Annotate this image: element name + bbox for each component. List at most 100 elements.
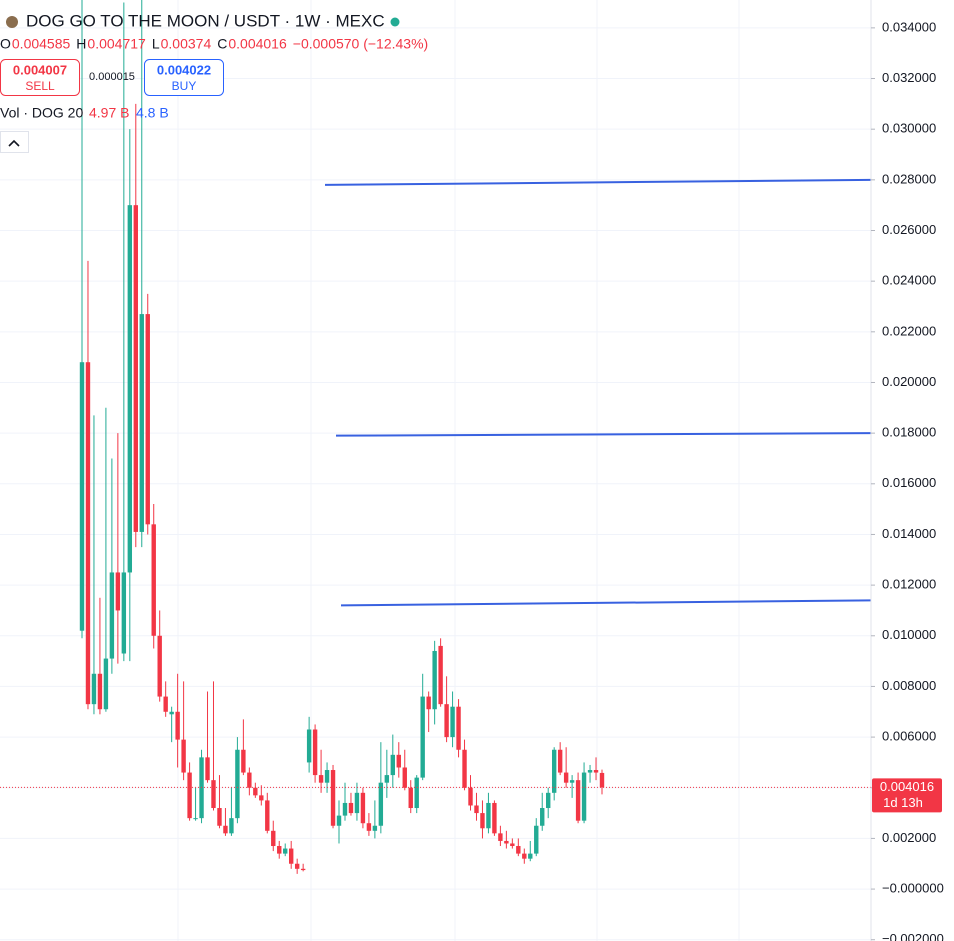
- y-tick-label: 0.008000: [882, 678, 936, 693]
- spread: 0.000015: [89, 71, 135, 83]
- buy-button[interactable]: [144, 59, 224, 96]
- chevron-icon: [8, 139, 20, 147]
- y-tick-label: 0.026000: [882, 222, 936, 237]
- candle-body: [342, 802, 348, 816]
- candle-body: [271, 830, 276, 847]
- candle-body: [474, 805, 479, 814]
- sell-price: 0.004007: [13, 62, 67, 77]
- y-tick-label: 0.018000: [882, 425, 936, 440]
- sell-button[interactable]: [0, 59, 80, 96]
- y-tick-label: 0.014000: [882, 526, 936, 541]
- candle-body: [557, 749, 563, 773]
- countdown: 1d 13h: [883, 795, 923, 810]
- candle-body: [348, 802, 354, 814]
- candle-body: [456, 706, 461, 750]
- y-tick-label: 0.006000: [882, 729, 936, 744]
- y-tick-label: −0.000000: [882, 881, 944, 896]
- candle-body: [97, 673, 103, 710]
- buy-label: BUY: [172, 79, 197, 93]
- candle-body: [540, 808, 545, 826]
- ohlc-letter: C: [217, 36, 227, 52]
- buy-price: 0.004022: [157, 62, 211, 77]
- candle-body: [288, 848, 294, 864]
- candle-body: [241, 749, 246, 773]
- candle-body: [372, 825, 378, 831]
- candle-body: [396, 754, 401, 768]
- candle-body: [546, 792, 551, 809]
- candle-body: [91, 673, 97, 705]
- y-tick-label: 0.034000: [882, 19, 936, 34]
- candle-body: [504, 840, 509, 844]
- candle-body: [563, 772, 569, 783]
- candle-body: [468, 787, 473, 806]
- candle-body: [432, 650, 437, 710]
- candle-body: [390, 754, 396, 776]
- ohlc-value: 0.00374: [161, 36, 212, 52]
- candle-body: [426, 696, 431, 710]
- candle-body: [253, 787, 258, 796]
- symbol-icon: [6, 16, 18, 28]
- candle-body: [157, 635, 162, 697]
- candle-body: [366, 823, 372, 831]
- candle-body: [510, 843, 515, 847]
- candle-body: [79, 362, 85, 631]
- candle-body: [480, 813, 485, 829]
- candle-body: [175, 711, 180, 740]
- candle-body: [324, 770, 330, 783]
- candle-body: [277, 846, 282, 854]
- candle-body: [516, 846, 521, 854]
- candle-body: [223, 825, 228, 834]
- last-price-label: 0.004016: [880, 779, 934, 794]
- candle-body: [330, 770, 336, 826]
- last-price-box: [872, 778, 942, 813]
- y-tick-label: 0.012000: [882, 577, 936, 592]
- candle-body: [486, 802, 491, 829]
- candle-body: [354, 792, 360, 814]
- status-dot: [390, 17, 400, 27]
- candle-body: [121, 572, 127, 654]
- y-tick-label: 0.002000: [882, 830, 936, 845]
- y-tick-label: 0.020000: [882, 374, 936, 389]
- trend-line: [335, 432, 872, 437]
- candle-body: [444, 704, 449, 738]
- candle-body: [145, 314, 150, 525]
- y-tick-label: −0.002000: [882, 931, 944, 941]
- candle-body: [402, 767, 407, 788]
- ohlc-value: 0.004016: [228, 36, 287, 52]
- candle-body: [139, 314, 144, 532]
- volume-value: 4.97 B: [89, 105, 129, 121]
- candle-body: [103, 658, 109, 710]
- candle-body: [187, 772, 192, 819]
- ohlc-letter: L: [152, 36, 160, 52]
- candle-body: [235, 749, 240, 819]
- y-tick-label: 0.022000: [882, 323, 936, 338]
- candle-body: [534, 825, 539, 854]
- volume-label: Vol · DOG 20: [0, 105, 83, 121]
- candle-body: [229, 818, 234, 834]
- candle-body: [265, 800, 270, 831]
- candle-body: [575, 780, 581, 821]
- sell-label: SELL: [25, 79, 55, 93]
- candle-body: [414, 777, 419, 809]
- candle-body: [336, 815, 342, 826]
- ohlc-row: O 0.004585 H 0.004717 L 0.00374 C 0.004016 −0.00…: [0, 36, 428, 52]
- y-tick-label: 0.016000: [882, 475, 936, 490]
- candle-body: [181, 739, 186, 773]
- candle-body: [462, 749, 467, 788]
- trend-line: [340, 599, 872, 607]
- candle-body: [408, 787, 413, 809]
- candle-body: [522, 853, 527, 859]
- candle-body: [599, 772, 605, 788]
- candle-body: [587, 770, 593, 773]
- candle-body: [163, 696, 168, 712]
- ohlc-value: 0.004585: [12, 36, 71, 52]
- y-tick-label: 0.028000: [882, 171, 936, 186]
- candle-body: [492, 802, 497, 834]
- candle-body: [294, 863, 300, 869]
- candle-body: [127, 205, 133, 573]
- candle-body: [360, 792, 366, 824]
- candle-body: [420, 696, 425, 778]
- ohlc-value: 0.004717: [87, 36, 146, 52]
- candle-body: [217, 808, 222, 826]
